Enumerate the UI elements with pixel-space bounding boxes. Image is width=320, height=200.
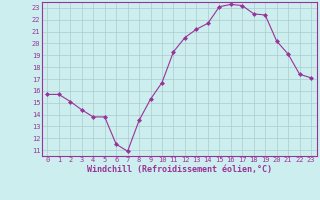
X-axis label: Windchill (Refroidissement éolien,°C): Windchill (Refroidissement éolien,°C) (87, 165, 272, 174)
